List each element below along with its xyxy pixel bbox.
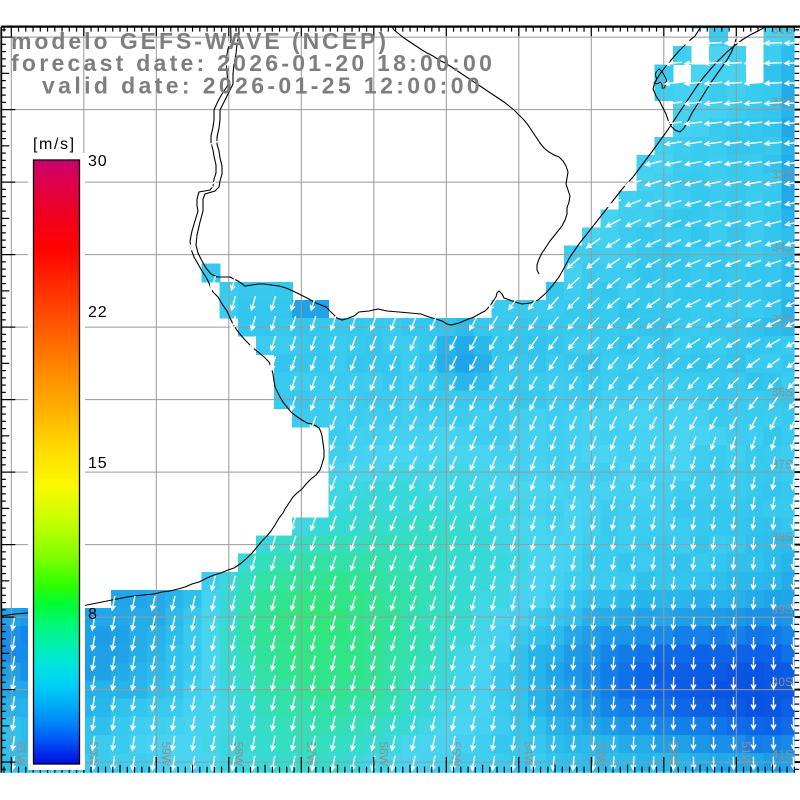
svg-text:31S: 31S xyxy=(772,23,793,37)
svg-text:15: 15 xyxy=(88,455,107,472)
svg-text:53W: 53W xyxy=(594,741,608,766)
svg-text:22: 22 xyxy=(88,304,107,321)
svg-text:forecast date: 2026-01-20 18:0: forecast date: 2026-01-20 18:00:00 xyxy=(11,50,495,76)
svg-text:33S: 33S xyxy=(772,168,793,182)
svg-text:valid date: 2026-01-25 12:00:0: valid date: 2026-01-25 12:00:00 xyxy=(42,73,483,99)
svg-text:35S: 35S xyxy=(772,313,793,327)
svg-text:8: 8 xyxy=(88,606,98,623)
svg-text:55W: 55W xyxy=(449,741,463,766)
svg-text:61W: 61W xyxy=(14,741,28,766)
svg-text:52W: 52W xyxy=(666,741,680,766)
svg-text:37S: 37S xyxy=(772,458,793,472)
svg-text:59W: 59W xyxy=(159,741,173,766)
svg-text:[m/s]: [m/s] xyxy=(33,136,76,153)
svg-text:modelo GEFS-WAVE (NCEP): modelo GEFS-WAVE (NCEP) xyxy=(11,28,389,54)
svg-text:57W: 57W xyxy=(304,741,318,766)
svg-text:56W: 56W xyxy=(376,741,390,766)
svg-text:39S: 39S xyxy=(772,603,793,617)
svg-text:38S: 38S xyxy=(772,530,793,544)
svg-text:32S: 32S xyxy=(772,95,793,109)
svg-text:40S: 40S xyxy=(772,675,793,689)
svg-text:60W: 60W xyxy=(86,741,100,766)
svg-text:41S: 41S xyxy=(772,748,793,762)
svg-text:30: 30 xyxy=(88,153,107,170)
svg-text:51W: 51W xyxy=(739,741,753,766)
